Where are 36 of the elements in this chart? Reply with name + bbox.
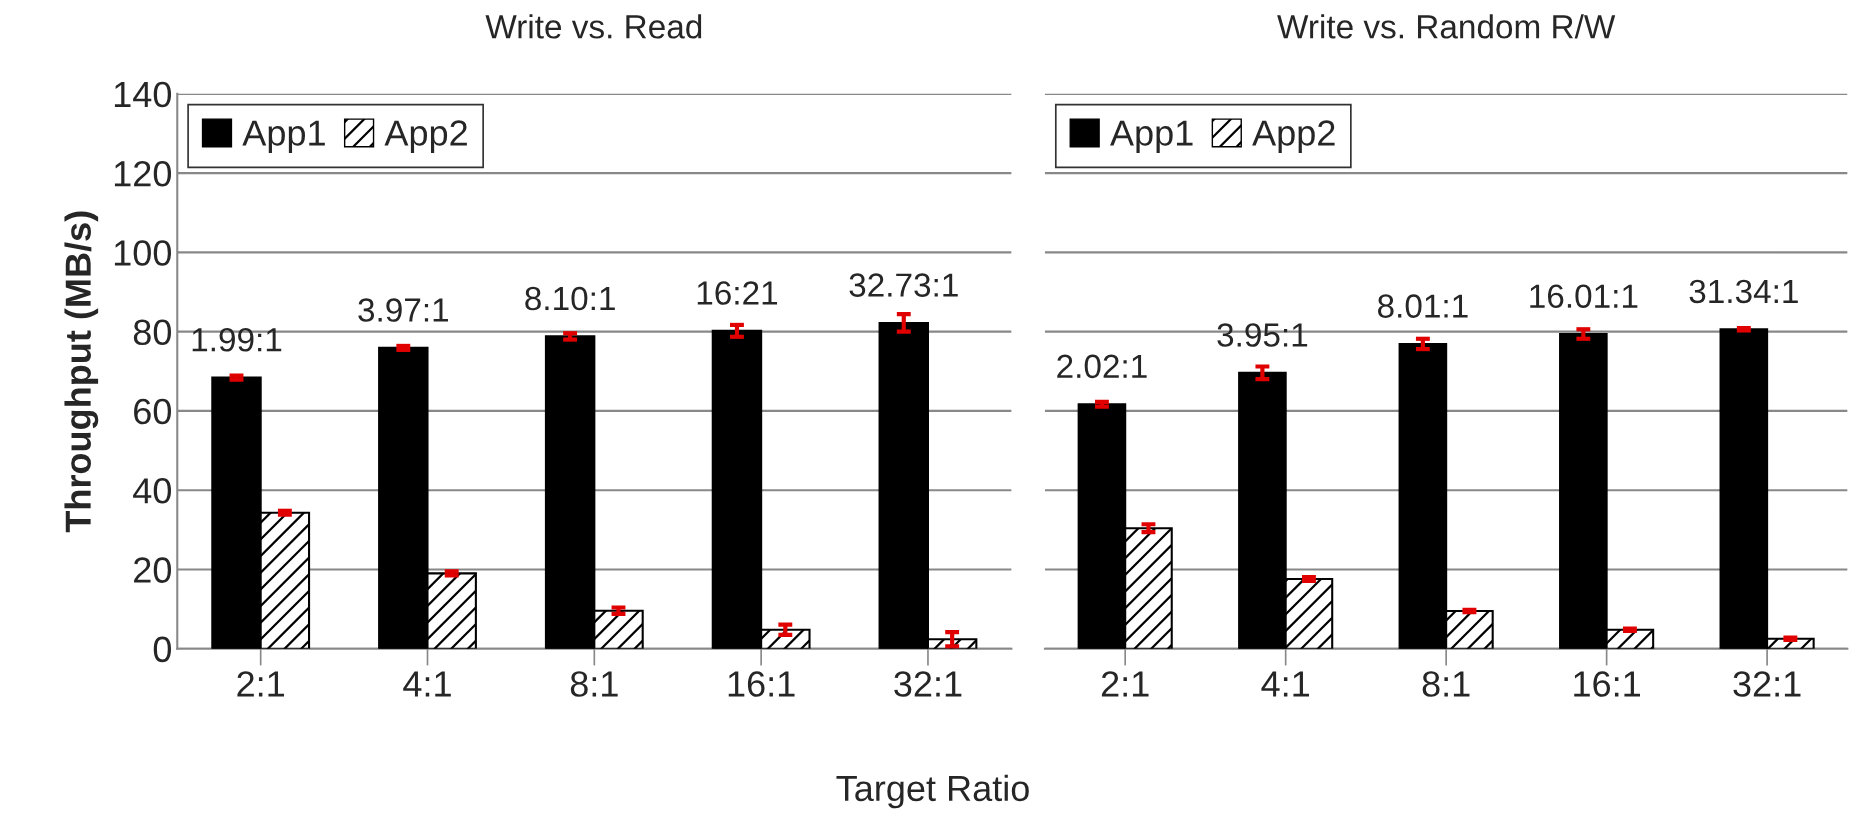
y-tick-label: 60 xyxy=(134,398,171,425)
annotation: 8.10:1 xyxy=(525,286,615,311)
y-tick-label: 0 xyxy=(153,636,171,663)
x-tick-label: 32:1 xyxy=(1733,671,1801,697)
x-tick-label: 2:1 xyxy=(237,671,285,697)
annotation: 3.97:1 xyxy=(358,298,449,322)
y-axis-title: Throughput (MB/s) xyxy=(64,211,99,533)
y-tick-label: 80 xyxy=(133,319,171,346)
annotation: 31.34:1 xyxy=(1689,279,1798,304)
annotation: 8.01:1 xyxy=(1378,294,1468,318)
x-tick-label: 8:1 xyxy=(1422,671,1470,697)
chart-title: Write vs. Read xyxy=(485,14,702,39)
x-tick-label: 32:1 xyxy=(894,671,962,697)
x-tick-label: 8:1 xyxy=(570,671,618,697)
annotation: 32.73:1 xyxy=(849,273,958,297)
annotation: 2.02:1 xyxy=(1057,354,1147,379)
x-tick-label: 16:1 xyxy=(728,671,795,697)
legend-label: App2 xyxy=(384,120,467,153)
annotation: 16:21 xyxy=(697,281,778,305)
y-tick-label: 100 xyxy=(114,240,171,266)
annotation: 1.99:1 xyxy=(192,327,282,352)
legend-label: App1 xyxy=(242,120,325,153)
x-axis-title: Target Ratio xyxy=(836,774,1029,809)
annotation: 16.01:1 xyxy=(1530,284,1638,308)
annotation: 3.95:1 xyxy=(1217,323,1308,347)
y-tick-label: 120 xyxy=(114,160,171,187)
x-tick-label: 16:1 xyxy=(1574,671,1641,697)
y-tick-label: 140 xyxy=(114,81,171,108)
chart-title: Write vs. Random R/W xyxy=(1277,14,1616,39)
legend-label: App1 xyxy=(1110,120,1193,153)
x-tick-label: 4:1 xyxy=(403,671,451,697)
y-tick-label: 40 xyxy=(133,478,171,504)
legend-label: App2 xyxy=(1252,120,1335,153)
y-tick-label: 20 xyxy=(134,557,171,583)
x-tick-label: 2:1 xyxy=(1101,671,1149,697)
x-tick-label: 4:1 xyxy=(1261,671,1310,697)
